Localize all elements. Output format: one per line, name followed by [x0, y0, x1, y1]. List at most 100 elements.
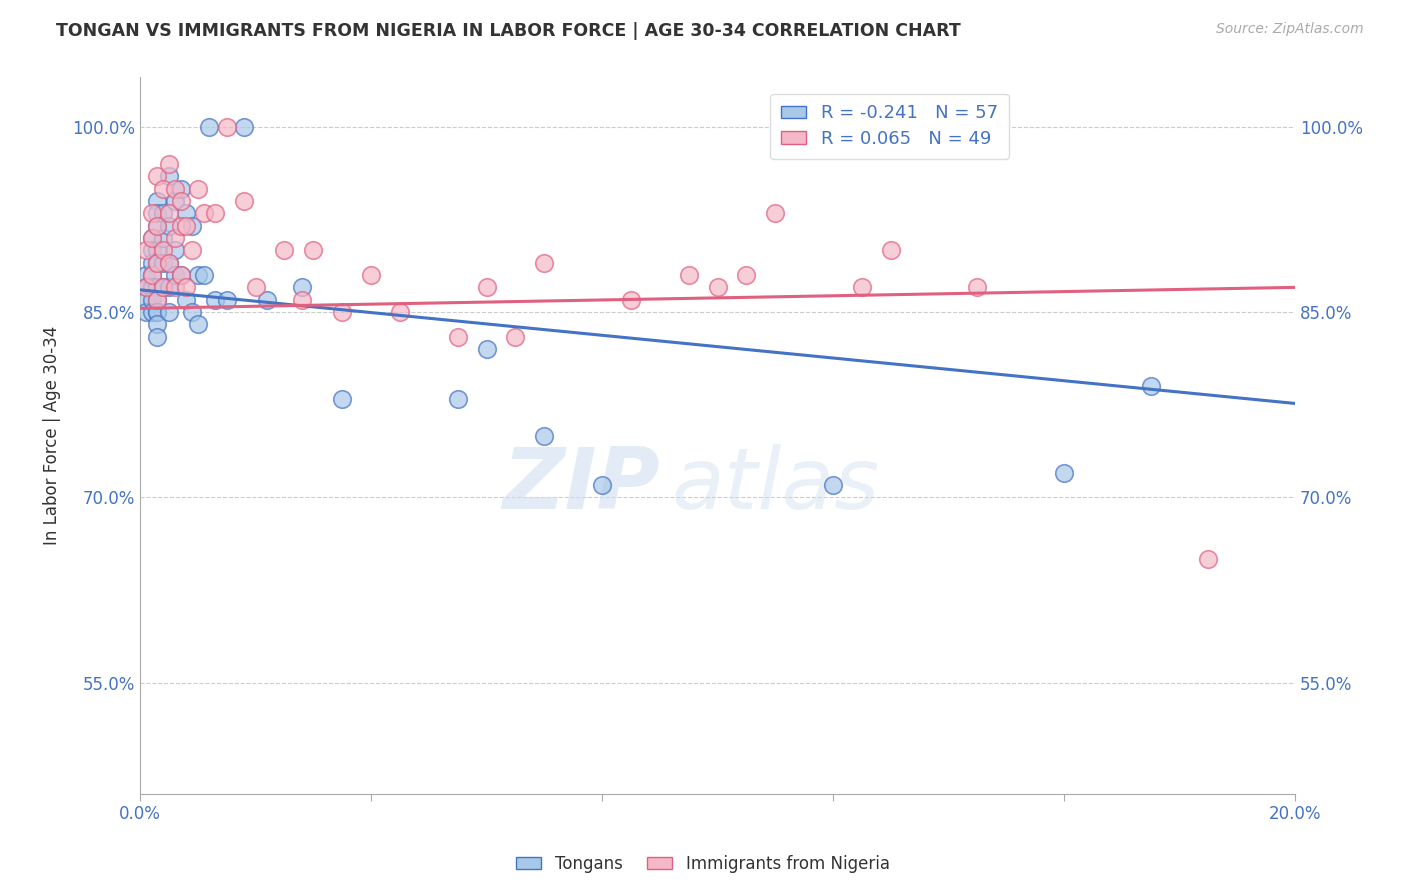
Point — [146, 169, 169, 184]
Point — [360, 268, 382, 282]
Point — [330, 392, 353, 406]
Point — [141, 206, 163, 220]
Point — [256, 293, 278, 307]
Point — [181, 219, 204, 233]
Point — [187, 318, 209, 332]
Point — [146, 280, 169, 294]
Point — [141, 305, 163, 319]
Point — [146, 318, 169, 332]
Point — [291, 293, 314, 307]
Point — [146, 330, 169, 344]
Text: Source: ZipAtlas.com: Source: ZipAtlas.com — [1216, 22, 1364, 37]
Point — [204, 206, 226, 220]
Point — [141, 268, 163, 282]
Point — [169, 268, 191, 282]
Point — [141, 231, 163, 245]
Point — [157, 255, 180, 269]
Point — [169, 219, 191, 233]
Text: ZIP: ZIP — [502, 444, 659, 527]
Point — [475, 280, 498, 294]
Point — [193, 206, 215, 220]
Point — [141, 231, 163, 245]
Point — [146, 219, 169, 233]
Point — [146, 219, 169, 233]
Point — [146, 206, 169, 220]
Point — [330, 305, 353, 319]
Point — [204, 293, 226, 307]
Point — [146, 194, 169, 208]
Point — [163, 231, 186, 245]
Point — [215, 120, 238, 134]
Point — [152, 244, 174, 258]
Point — [135, 268, 157, 282]
Point — [880, 244, 903, 258]
Point — [533, 255, 555, 269]
Point — [966, 280, 988, 294]
Point — [135, 293, 157, 307]
Point — [152, 181, 174, 195]
Point — [187, 268, 209, 282]
Point — [146, 244, 169, 258]
Point — [233, 120, 256, 134]
Point — [152, 255, 174, 269]
Point — [152, 280, 174, 294]
Point — [169, 181, 191, 195]
Point — [157, 280, 180, 294]
Point — [163, 181, 186, 195]
Point — [174, 280, 197, 294]
Point — [152, 231, 174, 245]
Point — [163, 280, 186, 294]
Point — [135, 280, 157, 294]
Point — [141, 293, 163, 307]
Point — [146, 255, 169, 269]
Point — [851, 280, 873, 294]
Point — [169, 194, 191, 208]
Point — [388, 305, 411, 319]
Point — [135, 280, 157, 294]
Point — [193, 268, 215, 282]
Point — [141, 280, 163, 294]
Point — [245, 280, 267, 294]
Point — [291, 280, 314, 294]
Point — [1197, 552, 1219, 566]
Point — [821, 478, 844, 492]
Point — [187, 181, 209, 195]
Point — [146, 293, 169, 307]
Point — [146, 305, 169, 319]
Point — [141, 268, 163, 282]
Point — [163, 194, 186, 208]
Point — [141, 244, 163, 258]
Point — [146, 255, 169, 269]
Point — [163, 268, 186, 282]
Point — [146, 305, 169, 319]
Point — [447, 330, 470, 344]
Text: TONGAN VS IMMIGRANTS FROM NIGERIA IN LABOR FORCE | AGE 30-34 CORRELATION CHART: TONGAN VS IMMIGRANTS FROM NIGERIA IN LAB… — [56, 22, 960, 40]
Point — [533, 428, 555, 442]
Point — [505, 330, 527, 344]
Point — [302, 244, 325, 258]
Point — [169, 268, 191, 282]
Point — [1053, 466, 1076, 480]
Point — [157, 169, 180, 184]
Point — [152, 206, 174, 220]
Point — [157, 255, 180, 269]
Point — [181, 305, 204, 319]
Point — [174, 206, 197, 220]
Point — [678, 268, 700, 282]
Legend: Tongans, Immigrants from Nigeria: Tongans, Immigrants from Nigeria — [509, 848, 897, 880]
Point — [763, 206, 786, 220]
Point — [146, 293, 169, 307]
Point — [735, 268, 758, 282]
Point — [706, 280, 728, 294]
Legend: R = -0.241   N = 57, R = 0.065   N = 49: R = -0.241 N = 57, R = 0.065 N = 49 — [770, 94, 1010, 159]
Point — [198, 120, 221, 134]
Point — [157, 219, 180, 233]
Point — [475, 342, 498, 356]
Text: atlas: atlas — [671, 444, 879, 527]
Point — [163, 244, 186, 258]
Point — [174, 219, 197, 233]
Point — [273, 244, 295, 258]
Point — [1139, 379, 1161, 393]
Point — [215, 293, 238, 307]
Point — [174, 293, 197, 307]
